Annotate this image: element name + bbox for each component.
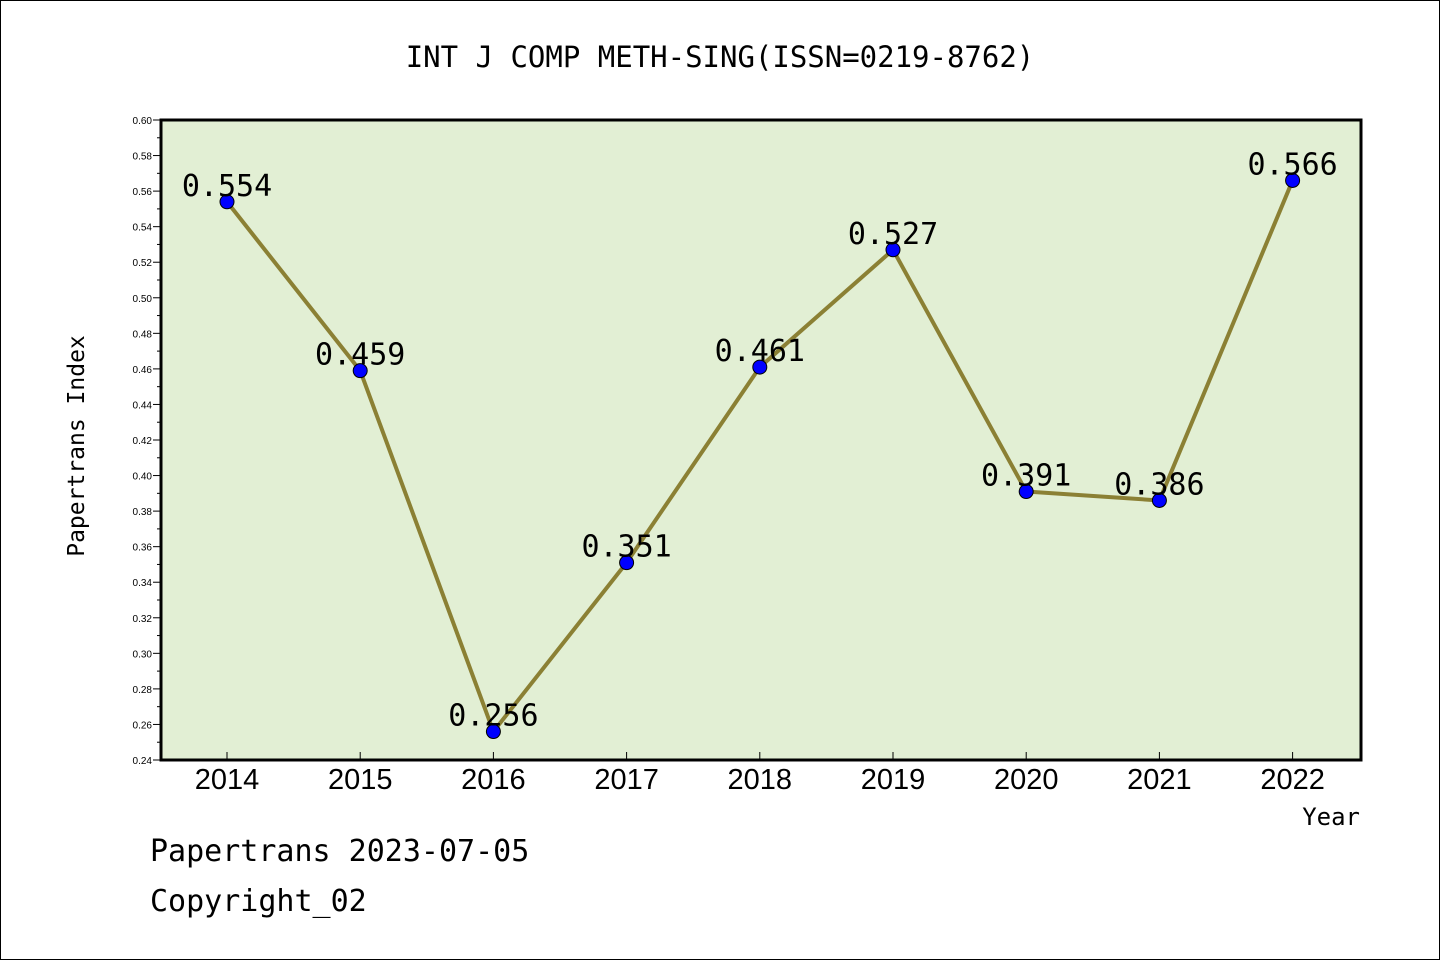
y-tick-label: 0.30 [133, 649, 153, 660]
data-label: 0.461 [715, 334, 805, 369]
data-label: 0.256 [448, 699, 538, 734]
y-axis-label: Papertrans Index [64, 335, 90, 557]
x-axis: 2014 2015 2016 2017 2018 2019 2020 2021 2022 [195, 752, 1325, 796]
data-label: 0.566 [1247, 147, 1337, 182]
y-tick-label: 0.54 [133, 223, 153, 234]
y-tick-label: 0.56 [133, 187, 153, 198]
y-tick-label: 0.42 [133, 436, 153, 447]
x-tick-label: 2019 [861, 764, 926, 796]
y-tick-label: 0.32 [133, 614, 153, 625]
footer-copyright: Copyright_02 [150, 884, 367, 919]
y-tick-label: 0.48 [133, 329, 153, 340]
y-tick-label: 0.44 [133, 400, 153, 411]
x-tick-label: 2017 [594, 764, 659, 796]
x-axis-label: Year [1302, 803, 1360, 831]
y-tick-label: 0.50 [133, 294, 153, 305]
y-tick-label: 0.58 [133, 152, 153, 163]
data-point [752, 359, 768, 375]
data-label: 0.391 [981, 459, 1071, 494]
data-point [885, 242, 901, 258]
y-tick-label: 0.34 [133, 578, 153, 589]
x-tick-label: 2020 [994, 764, 1059, 796]
y-tick-label: 0.24 [133, 756, 153, 767]
data-point [352, 363, 368, 379]
data-point [1018, 484, 1034, 500]
data-labels: 0.554 0.459 0.256 0.351 0.461 0.527 0.391 0.386… [182, 147, 1338, 733]
x-tick-label: 2016 [461, 764, 526, 796]
plot-area [159, 118, 1363, 762]
y-tick-label: 0.52 [133, 258, 153, 269]
data-point [1151, 492, 1167, 508]
footer-date: Papertrans 2023-07-05 [150, 834, 530, 869]
y-tick-label: 0.46 [133, 365, 153, 376]
data-label: 0.459 [315, 338, 405, 373]
y-axis: 0.24 0.26 0.28 0.30 0.32 0.34 0.36 0.38 0.40 0.42… [133, 116, 161, 767]
y-tick-label: 0.26 [133, 720, 153, 731]
data-point [485, 724, 501, 740]
data-point [1285, 172, 1301, 188]
chart-title: INT J COMP METH-SING(ISSN=0219-8762) [406, 40, 1035, 74]
y-tick-label: 0.38 [133, 507, 153, 518]
x-tick-label: 2022 [1260, 764, 1325, 796]
data-label: 0.351 [581, 530, 671, 565]
data-point [219, 194, 235, 210]
data-label: 0.527 [848, 217, 938, 252]
data-label: 0.386 [1114, 467, 1204, 502]
y-tick-label: 0.40 [133, 472, 153, 483]
data-label: 0.554 [182, 169, 272, 204]
x-tick-label: 2021 [1127, 764, 1192, 796]
x-tick-label: 2014 [195, 764, 260, 796]
x-tick-label: 2018 [728, 764, 793, 796]
series [219, 172, 1301, 740]
data-point [619, 555, 635, 571]
y-tick-label: 0.36 [133, 543, 153, 554]
x-tick-label: 2015 [328, 764, 393, 796]
y-tick-label: 0.28 [133, 685, 153, 696]
y-tick-label: 0.60 [133, 116, 153, 127]
